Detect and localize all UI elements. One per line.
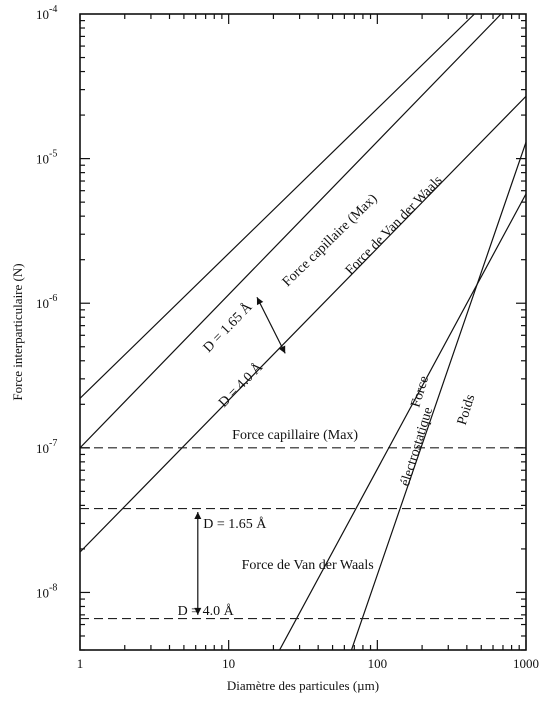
annotation-poids_text: Poids (455, 393, 478, 427)
series-line-vdw165_line (80, 14, 502, 449)
plot-frame (79, 13, 527, 651)
x-axis-title: Diamètre des particules (µm) (227, 678, 379, 693)
series-line-elec_line (279, 193, 526, 650)
x-tick-label: 1 (77, 656, 84, 671)
y-tick-label: 10-7 (36, 438, 57, 456)
annotation-vdw_slanted: Force de Van der Waals (343, 173, 446, 278)
series-line-poids_line (350, 141, 526, 650)
annotation-d165_flat_text: D = 1.65 Å (203, 516, 267, 532)
x-tick-label: 10 (222, 656, 235, 671)
annotation-cap_flat_text: Force capillaire (Max) (232, 428, 358, 443)
arrow-arrow_flat (194, 512, 202, 615)
annotation-elec_force: Force (408, 374, 432, 409)
x-tick-label: 1000 (513, 656, 539, 671)
x-tick-label: 100 (368, 656, 388, 671)
y-tick-label: 10-4 (36, 4, 57, 22)
annotation-elec_elec: électrostatique (398, 406, 436, 488)
annotation-vdw_flat_text: Force de Van der Waals (242, 558, 374, 573)
arrow-arrow_slanted (256, 296, 286, 354)
annotation-d40_flat_text: D = 4.0 Å (178, 603, 235, 619)
annotation-cap_slanted: Force capillaire (Max) (280, 191, 381, 290)
y-tick-label: 10-5 (36, 149, 57, 167)
y-axis-title: Force interparticulaire (N) (10, 263, 25, 400)
y-tick-label: 10-8 (36, 582, 57, 600)
y-tick-label: 10-6 (36, 293, 57, 311)
annotation-d40_slanted: D = 4.0 Å (215, 359, 266, 411)
annotation-d165_slanted: D = 1.65 Å (200, 299, 256, 356)
series-line-cap_line (80, 14, 475, 399)
series-line-vdw40_line (80, 95, 526, 553)
